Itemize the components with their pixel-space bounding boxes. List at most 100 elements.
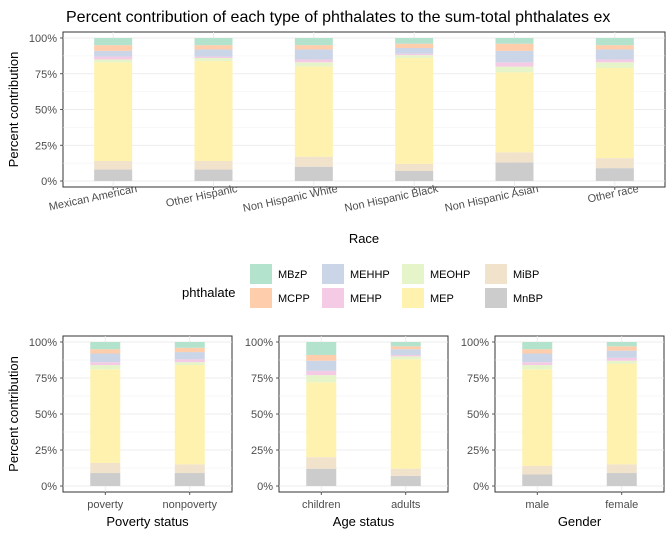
legend-swatch-mibp xyxy=(485,264,507,284)
bar-segment-mibp xyxy=(294,156,333,167)
bar-segment-mbzp xyxy=(595,38,634,46)
bar-segment-mehp xyxy=(174,359,205,363)
bar-segment-meohp xyxy=(495,66,534,73)
bar-segment-mibp xyxy=(606,464,637,474)
y-tick-label: 75% xyxy=(251,373,273,385)
bar-segment-mbzp xyxy=(94,38,133,46)
legend-label-mbzp: MBzP xyxy=(278,269,307,281)
x-tick-label: poverty xyxy=(87,499,124,511)
legend-swatch-mep xyxy=(402,288,424,308)
bar-segment-mehp xyxy=(306,370,337,376)
legend-swatch-mehp xyxy=(322,288,344,308)
bar-segment-mcpp xyxy=(522,349,553,354)
bar-segment-mibp xyxy=(194,160,233,170)
bar-segment-mep xyxy=(90,369,121,463)
y-tick-label: 100% xyxy=(29,337,57,349)
bar-segment-mibp xyxy=(595,158,634,169)
x-axis-title: Age status xyxy=(333,514,395,529)
legend-label-mehp: MEHP xyxy=(350,293,382,305)
bar-segment-mehhp xyxy=(395,48,434,54)
bar-segment-mnbp xyxy=(306,468,337,486)
bar-segment-mcpp xyxy=(174,347,205,353)
y-axis-title: Percent contribution xyxy=(6,356,21,472)
bar-segment-mcpp xyxy=(495,43,534,51)
bar-segment-mcpp xyxy=(390,346,421,350)
bar-segment-mcpp xyxy=(395,43,434,49)
bar-segment-meohp xyxy=(522,365,553,370)
y-tick-label: 50% xyxy=(35,409,57,421)
x-axis-title: Gender xyxy=(558,514,602,529)
bar-segment-mcpp xyxy=(595,45,634,50)
bar-segment-mehhp xyxy=(194,49,233,57)
bar-segment-mnbp xyxy=(90,473,121,486)
bar-segment-mep xyxy=(194,60,233,161)
bar-segment-mnbp xyxy=(395,170,434,181)
bar-segment-mehp xyxy=(595,59,634,63)
y-tick-label: 75% xyxy=(467,373,489,385)
y-tick-label: 0% xyxy=(473,481,489,493)
bar-segment-mep xyxy=(606,363,637,465)
bar-segment-mbzp xyxy=(522,342,553,350)
y-tick-label: 100% xyxy=(245,337,273,349)
bar-segment-mibp xyxy=(495,152,534,163)
bar-segment-meohp xyxy=(94,59,133,63)
bar-segment-mehp xyxy=(395,53,434,56)
bar-segment-mbzp xyxy=(294,38,333,46)
bar-segment-mehhp xyxy=(94,50,133,57)
bar-segment-mehp xyxy=(606,357,637,361)
bar-segment-mbzp xyxy=(306,342,337,355)
bar-segment-mibp xyxy=(306,457,337,469)
bar-segment-meohp xyxy=(194,58,233,61)
bar-segment-mibp xyxy=(174,464,205,474)
bar-segment-mep xyxy=(306,382,337,458)
legend-swatch-mehhp xyxy=(322,264,344,284)
bar-segment-mcpp xyxy=(306,354,337,361)
bar-segment-mehhp xyxy=(306,360,337,371)
y-tick-label: 0% xyxy=(41,481,57,493)
legend-swatch-mnbp xyxy=(485,288,507,308)
bar-segment-mehhp xyxy=(174,352,205,360)
bar-segment-mnbp xyxy=(174,473,205,486)
x-axis-title: Race xyxy=(349,231,379,246)
x-tick-label: male xyxy=(525,499,549,511)
bar-segment-meohp xyxy=(174,362,205,366)
bar-segment-meohp xyxy=(306,375,337,383)
bar-segment-mep xyxy=(294,66,333,157)
bar-segment-mibp xyxy=(522,465,553,475)
panels: 0%25%50%75%100%Mexican American Other His… xyxy=(6,9,666,529)
bar-segment-mehhp xyxy=(390,349,421,355)
y-tick-label: 25% xyxy=(251,445,273,457)
bar-segment-mnbp xyxy=(522,474,553,486)
x-tick-label: Non Hispanic Asian xyxy=(444,183,540,215)
bar-segment-mibp xyxy=(90,462,121,474)
bar-segment-mnbp xyxy=(294,166,333,181)
bar-segment-mbzp xyxy=(194,38,233,46)
bar-segment-mbzp xyxy=(495,38,534,44)
bar-segment-meohp xyxy=(294,62,333,67)
bar-segment-mehhp xyxy=(294,49,333,60)
bar-segment-mibp xyxy=(94,160,133,170)
y-tick-label: 75% xyxy=(35,69,57,81)
y-tick-label: 50% xyxy=(35,105,57,117)
bar-segment-mehp xyxy=(94,56,133,60)
bar-segment-mnbp xyxy=(94,169,133,181)
x-tick-label: children xyxy=(302,499,341,511)
x-tick-label: adults xyxy=(391,499,421,511)
bar-segment-mcpp xyxy=(606,346,637,351)
bar-segment-mehp xyxy=(390,354,421,357)
bar-segment-mbzp xyxy=(395,38,434,44)
bar-segment-mep xyxy=(174,365,205,465)
bar-segment-mehhp xyxy=(90,353,121,363)
x-tick-label: female xyxy=(605,499,638,511)
legend-label-meohp: MEOHP xyxy=(430,269,470,281)
y-tick-label: 25% xyxy=(35,445,57,457)
legend-swatch-meohp xyxy=(402,264,424,284)
bar-segment-mcpp xyxy=(90,349,121,354)
bar-segment-mehhp xyxy=(522,353,553,363)
bar-segment-mehp xyxy=(495,62,534,67)
bar-segment-mnbp xyxy=(194,169,233,181)
panel-poverty: 0% 25% 50% 75% 100% poverty nonpoverty Poverty … xyxy=(6,335,233,529)
bar-segment-mnbp xyxy=(390,475,421,486)
bar-segment-mbzp xyxy=(174,342,205,348)
bar-segment-mnbp xyxy=(595,168,634,181)
